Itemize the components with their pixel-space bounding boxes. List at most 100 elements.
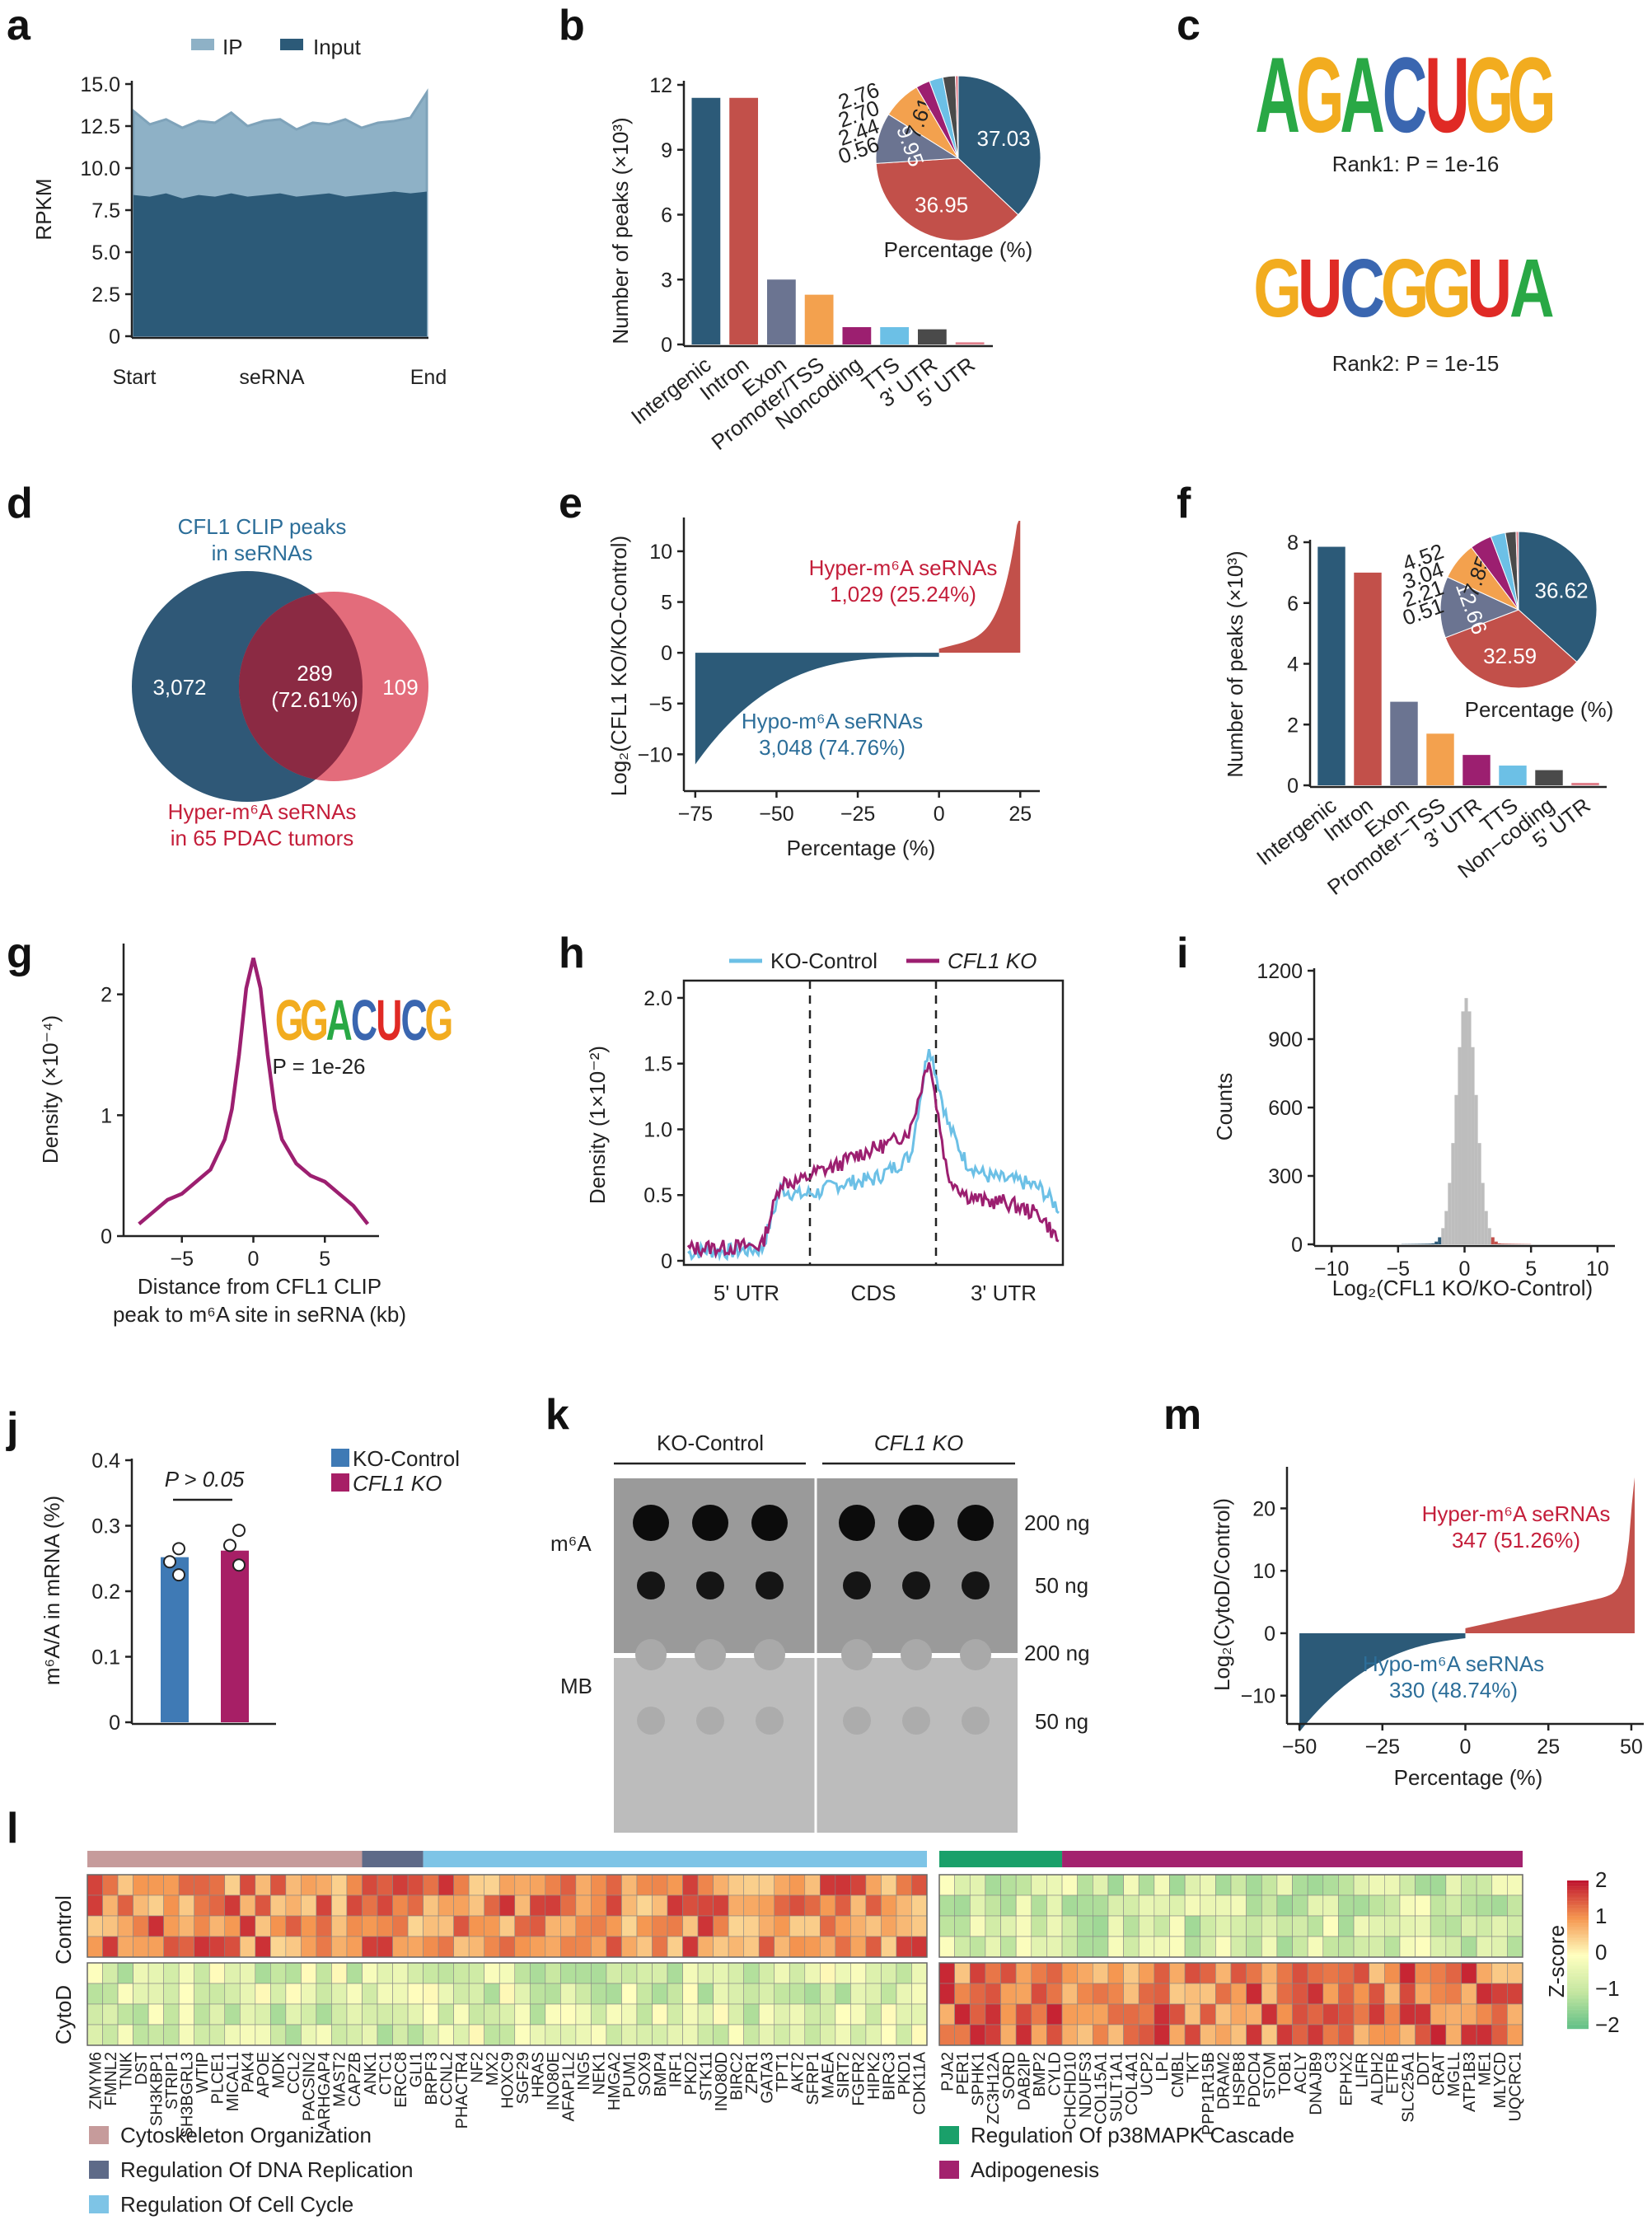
heat-cell-cytod (911, 2024, 928, 2046)
heat-cell-cytod (178, 2024, 194, 2046)
heat-cell-cytod (1230, 1983, 1247, 2005)
heat-cell-control (147, 1936, 164, 1958)
heat-cell-control (1015, 1894, 1032, 1917)
gene-label: SPHK1 (970, 2052, 988, 2106)
heat-cell-cytod (133, 2003, 149, 2026)
colorbar-step (1567, 1907, 1589, 1909)
gene-label: DRAM2 (1215, 2052, 1233, 2110)
heat-cell-control (545, 1936, 561, 1958)
heat-cell-control (743, 1894, 760, 1917)
heat-cell-cytod (881, 2003, 897, 2026)
pie-slice-37.03 (957, 75, 1041, 216)
e-ylabel: Log₂(CFL1 KO/KO-Control) (606, 536, 631, 796)
heat-cell-control (1000, 1874, 1017, 1896)
gene-label: C3 (1322, 2052, 1341, 2073)
heat-cell-control (1031, 1874, 1047, 1896)
gene-label: GLI1 (407, 2052, 425, 2087)
rank2-letter-U: U (1467, 242, 1513, 335)
heat-cell-cytod (1353, 2024, 1369, 2046)
legend-label: Adipogenesis (971, 2157, 1099, 2182)
colorbar-step (1567, 1881, 1589, 1884)
m-xtick-label: 25 (1537, 1735, 1560, 1759)
heat-cell-cytod (208, 1962, 226, 1984)
heat-cell-control (1261, 1874, 1278, 1896)
colorbar-step (1567, 1911, 1589, 1913)
heat-cell-control (789, 1915, 806, 1937)
gene-label: CRAT (1430, 2052, 1448, 2096)
heat-cell-cytod (1476, 2003, 1493, 2026)
gene-label: ATP1B3 (1461, 2052, 1479, 2112)
colorbar-step (1567, 1977, 1589, 1979)
heat-cell-control (1138, 1915, 1155, 1937)
heat-cell-cytod (1138, 2024, 1155, 2046)
heat-cell-control (1246, 1874, 1262, 1896)
j-legend-cfl1: CFL1 KO (353, 1471, 442, 1496)
h-xtick-5utr: 5' UTR (714, 1281, 779, 1305)
heat-cell-control (1276, 1874, 1293, 1896)
heat-cell-control (985, 1874, 1001, 1896)
heat-cell-control (346, 1936, 363, 1958)
heat-cell-control (911, 1915, 928, 1937)
heat-cell-cytod (743, 2024, 760, 2046)
heat-cell-control (835, 1936, 851, 1958)
heat-cell-cytod (545, 1983, 561, 2005)
heat-cell-control (1384, 1915, 1401, 1937)
heat-cell-control (117, 1915, 133, 1937)
heat-cell-control (636, 1874, 653, 1896)
gene-label: SGF29 (514, 2052, 532, 2104)
heat-cell-control (560, 1874, 577, 1896)
heat-cell-control (1384, 1894, 1401, 1917)
heat-cell-control (1507, 1915, 1523, 1937)
heat-cell-cytod (545, 2003, 561, 2026)
heat-cell-cytod (301, 2003, 317, 2026)
panel-label-a: a (7, 2, 31, 49)
e-hyper-label: Hyper-m⁶A seRNAs (809, 555, 998, 580)
heat-cell-control (774, 1936, 790, 1958)
heat-cell-control (1292, 1894, 1308, 1917)
heat-cell-control (545, 1915, 561, 1937)
heat-cell-control (346, 1874, 363, 1896)
heat-cell-control (255, 1936, 271, 1958)
h-legend-ko-control: KO-Control (770, 948, 877, 973)
g-xtick-label: −5 (170, 1248, 194, 1271)
heat-cell-control (147, 1915, 164, 1937)
heat-cell-cytod (1476, 1962, 1493, 1984)
heat-cell-control (1399, 1915, 1416, 1937)
venn-mid-pct: (72.61%) (271, 687, 358, 712)
pie-slice-0.56 (954, 75, 959, 159)
heat-cell-control (1461, 1874, 1477, 1896)
colorbar-step (1567, 1987, 1589, 1989)
gene-label: ZMYM6 (87, 2052, 105, 2110)
heat-cell-cytod (362, 2024, 378, 2046)
heat-cell-control (87, 1936, 103, 1958)
heat-cell-cytod (178, 2003, 194, 2026)
heat-cell-control (1292, 1874, 1308, 1896)
heat-cell-control (1246, 1894, 1262, 1917)
heat-cell-control (789, 1936, 806, 1958)
e-ytick-label: 10 (649, 541, 672, 564)
heat-cell-cytod (1261, 1983, 1278, 2005)
heat-cell-cytod (133, 1983, 149, 2005)
i-xtick-label: −5 (1387, 1258, 1411, 1281)
heat-cell-control (728, 1936, 744, 1958)
gene-label: ERCC8 (392, 2052, 410, 2108)
heat-cell-cytod (87, 1962, 103, 1984)
panel-label-h: h (559, 930, 585, 977)
gene-label: SLC25A1 (1399, 2052, 1417, 2123)
heat-cell-control (1061, 1915, 1078, 1937)
k-group-cfl1: CFL1 KO (874, 1431, 963, 1455)
legend-swatch (939, 2126, 959, 2144)
heat-cell-control (484, 1894, 500, 1917)
colorbar-step (1567, 1955, 1589, 1956)
panel-h: h KO-Control CFL1 KO 0 0.5 1.0 1.5 2.0 5' UT… (559, 930, 1065, 1305)
legend-ip-swatch (191, 39, 214, 50)
gene-label: BIRC2 (728, 2052, 746, 2101)
histogram-bin (1434, 1241, 1439, 1244)
heat-cell-cytod (636, 1983, 653, 2005)
g-letter-C: C (351, 989, 377, 1053)
heat-cell-cytod (1015, 1983, 1032, 2005)
colorbar-step (1567, 1898, 1589, 1900)
heat-cell-cytod (1292, 2024, 1308, 2046)
gene-label: COL15A1 (1093, 2052, 1111, 2124)
